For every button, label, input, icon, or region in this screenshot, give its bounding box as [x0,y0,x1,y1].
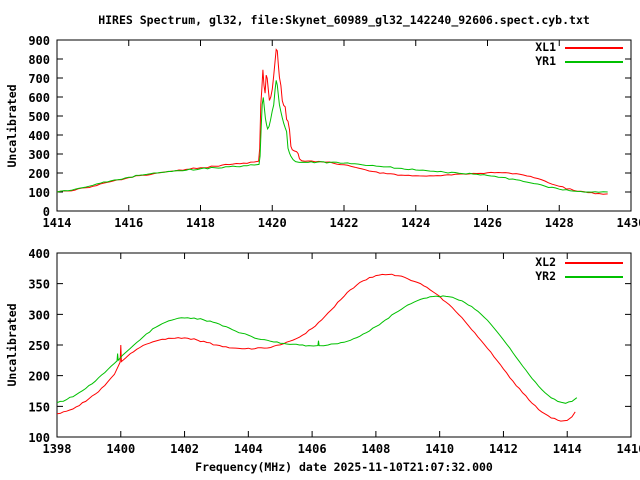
y-tick-label: 100 [28,186,50,200]
x-tick-label: 1402 [170,442,199,456]
x-tick-label: 1408 [361,442,390,456]
axis-ticks-1 [56,252,632,438]
x-tick-label: 1404 [234,442,263,456]
y-tick-label: 200 [28,370,50,384]
x-tick-label: 1410 [425,442,454,456]
legend-label-XL1: XL1 [535,40,556,54]
series-line-XL2 [56,273,576,422]
legend-entry-XL2: XL2 [535,256,623,269]
bottom-plot-xlabel: Frequency(MHz) date 2025-11-10T21:07:32.… [195,460,493,474]
bottom-plot-ylabel: Uncalibrated [5,303,19,387]
x-tick-label: 1420 [258,216,287,230]
y-tick-label: 300 [28,148,50,162]
x-tick-label: 1406 [298,442,327,456]
legend-label-YR1: YR1 [535,54,556,68]
y-tick-label: 400 [28,247,50,261]
legend-label-XL2: XL2 [535,255,556,269]
x-tick-label: 1428 [545,216,574,230]
x-tick-label: 1414 [553,442,582,456]
y-tick-label: 200 [28,167,50,181]
x-tick-label: 1424 [401,216,430,230]
y-tick-label: 600 [28,91,50,105]
x-tick-label: 1400 [106,442,135,456]
y-tick-label: 500 [28,110,50,124]
y-tick-label: 350 [28,278,50,292]
legend-label-YR2: YR2 [535,269,556,283]
x-tick-label: 1398 [43,442,72,456]
y-tick-label: 100 [28,431,50,445]
y-tick-label: 800 [28,53,50,67]
legend-line-sample-XL2 [565,261,623,264]
series-line-YR2 [56,295,578,404]
y-tick-label: 700 [28,72,50,86]
x-tick-label: 1416 [114,216,143,230]
legend-entry-YR2: YR2 [535,270,623,283]
y-tick-label: 300 [28,308,50,322]
y-tick-label: 400 [28,129,50,143]
y-tick-label: 250 [28,339,50,353]
y-tick-label: 0 [43,205,50,219]
legend-entry-YR1: YR1 [535,55,623,68]
x-tick-label: 1412 [489,442,518,456]
legend-entry-XL1: XL1 [535,41,623,54]
x-tick-label: 1416 [617,442,640,456]
top-plot-ylabel: Uncalibrated [5,84,19,168]
x-tick-label: 1418 [186,216,215,230]
x-tick-label: 1422 [330,216,359,230]
x-tick-label: 1414 [43,216,72,230]
legend-line-sample-XL1 [565,46,623,49]
legend-line-sample-YR1 [565,60,623,63]
series-line-XL1 [56,48,608,195]
x-tick-label: 1426 [473,216,502,230]
chart-title: HIRES Spectrum, gl32, file:Skynet_60989_… [98,13,590,27]
legend-line-sample-YR2 [565,275,623,278]
axis-ticks-0 [56,39,632,212]
series-line-YR1 [56,80,608,193]
y-tick-label: 150 [28,400,50,414]
y-tick-label: 900 [28,34,50,48]
